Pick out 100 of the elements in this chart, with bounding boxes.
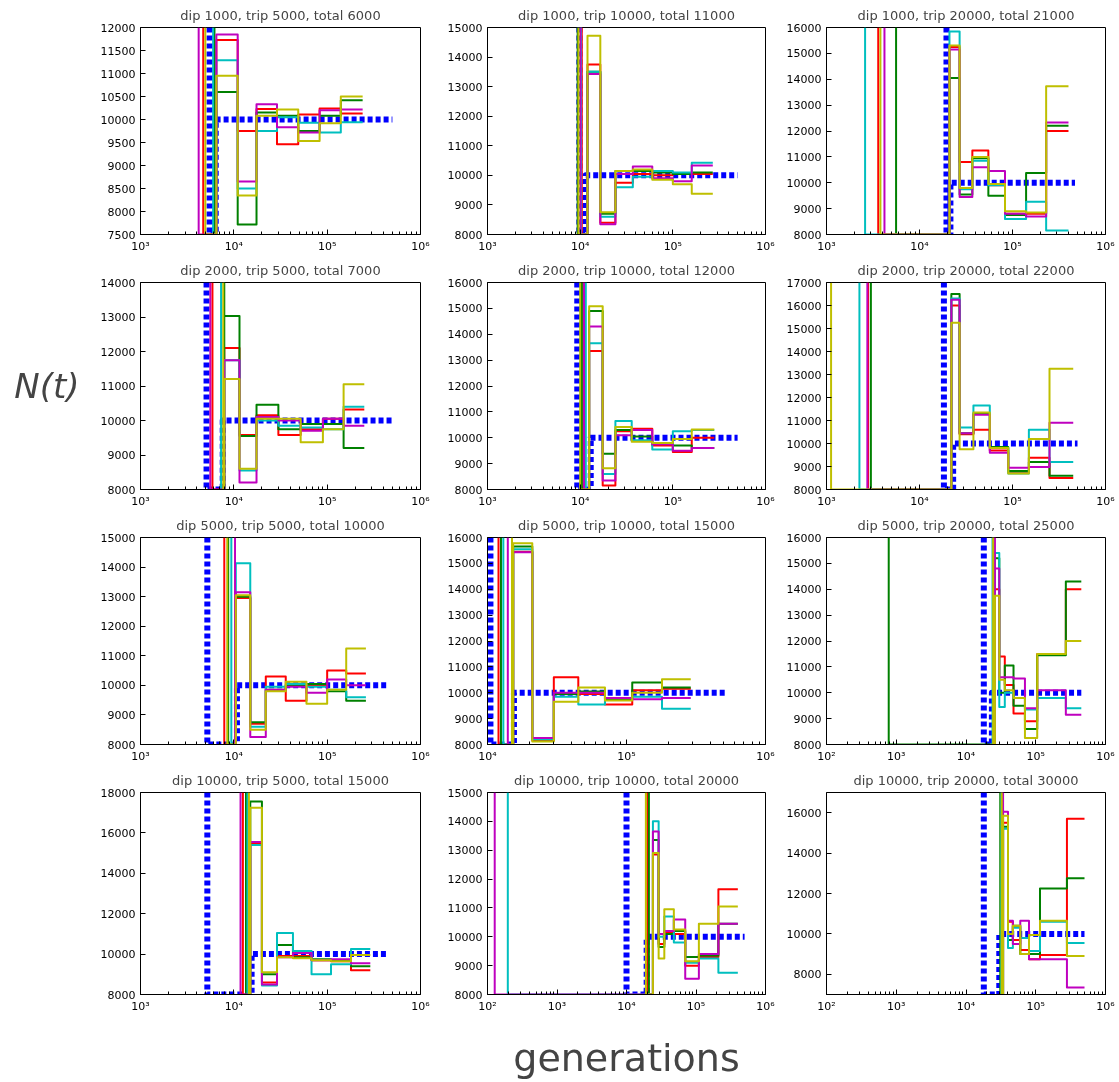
y-tick-label: 14000 <box>100 276 136 290</box>
y-tick-label: 10000 <box>786 176 822 190</box>
x-tick-label: 10⁶ <box>756 494 776 508</box>
y-tick-label: 13000 <box>786 609 822 623</box>
y-tick-label: 14000 <box>447 51 483 65</box>
x-tick-label: 10³ <box>887 749 906 763</box>
y-tick-label: 8500 <box>107 182 136 196</box>
x-tick-label: 10⁴ <box>617 999 637 1013</box>
x-tick-label: 10³ <box>131 494 150 508</box>
x-tick-label: 10⁵ <box>1003 239 1022 253</box>
x-tick-label: 10⁴ <box>910 494 930 508</box>
y-tick-label: 8000 <box>454 738 483 752</box>
chart-title: dip 2000, trip 20000, total 22000 <box>857 262 1075 278</box>
chart-title: dip 5000, trip 5000, total 10000 <box>176 517 385 533</box>
chart-title: dip 2000, trip 10000, total 12000 <box>518 262 735 278</box>
x-tick-label: 10⁴ <box>956 749 976 763</box>
x-tick-label: 10⁴ <box>570 494 590 508</box>
y-tick-label: 13000 <box>447 609 483 623</box>
y-tick-label: 10000 <box>786 686 822 700</box>
x-tick-label: 10³ <box>817 239 836 253</box>
x-tick-label: 10⁵ <box>317 999 337 1013</box>
y-tick-label: 11000 <box>786 150 822 164</box>
y-tick-label: 9500 <box>107 136 136 150</box>
y-tick-label: 16000 <box>786 21 822 35</box>
x-tick-label: 10⁶ <box>411 749 431 763</box>
y-tick-label: 8000 <box>107 483 136 497</box>
y-tick-label: 14000 <box>786 583 822 597</box>
y-tick-label: 12000 <box>100 345 136 359</box>
y-tick-label: 9000 <box>454 959 483 973</box>
y-tick-label: 13000 <box>447 354 483 368</box>
x-tick-label: 10⁴ <box>224 999 244 1013</box>
x-tick-label: 10⁶ <box>1096 749 1116 763</box>
y-tick-label: 10000 <box>100 113 136 127</box>
y-tick-label: 14000 <box>786 73 822 87</box>
y-tick-label: 10000 <box>447 930 483 944</box>
x-tick-label: 10⁴ <box>570 239 590 253</box>
y-tick-label: 14000 <box>447 328 483 342</box>
y-tick-label: 17000 <box>786 276 822 290</box>
y-tick-label: 14000 <box>786 847 822 861</box>
y-tick-label: 8000 <box>793 738 822 752</box>
y-tick-label: 9000 <box>454 712 483 726</box>
x-tick-label: 10⁶ <box>411 239 431 253</box>
y-tick-label: 8000 <box>454 483 483 497</box>
y-tick-label: 8000 <box>793 228 822 242</box>
y-tick-label: 8000 <box>793 483 822 497</box>
y-tick-label: 9000 <box>107 708 136 722</box>
y-tick-label: 12000 <box>786 391 822 405</box>
y-tick-label: 14000 <box>447 583 483 597</box>
x-axis-title: generations <box>513 1035 740 1080</box>
x-tick-label: 10² <box>817 749 836 763</box>
y-tick-label: 9000 <box>107 449 136 462</box>
y-tick-label: 9000 <box>107 159 136 173</box>
y-tick-label: 11000 <box>447 660 483 674</box>
y-tick-label: 8000 <box>454 988 483 1002</box>
y-tick-label: 11500 <box>100 44 136 58</box>
y-tick-label: 12000 <box>100 620 136 634</box>
x-tick-label: 10³ <box>131 999 150 1013</box>
y-tick-label: 11000 <box>447 139 483 153</box>
x-tick-label: 10⁴ <box>224 494 244 508</box>
y-tick-label: 15000 <box>786 47 822 61</box>
y-tick-label: 11000 <box>100 649 136 663</box>
y-tick-label: 10000 <box>786 437 822 451</box>
y-tick-label: 8000 <box>107 738 136 752</box>
y-tick-label: 9000 <box>793 460 822 474</box>
x-tick-label: 10⁴ <box>910 239 930 253</box>
x-tick-label: 10³ <box>478 494 497 508</box>
x-tick-label: 10² <box>478 999 497 1013</box>
y-axis-title: N(t) <box>14 366 80 406</box>
y-tick-label: 12000 <box>447 635 483 648</box>
x-tick-label: 10³ <box>817 494 836 508</box>
y-tick-label: 13000 <box>447 80 483 94</box>
y-tick-label: 11000 <box>100 67 136 81</box>
y-tick-label: 11000 <box>786 414 822 428</box>
chart-title: dip 10000, trip 20000, total 30000 <box>853 772 1079 788</box>
y-tick-label: 16000 <box>447 276 483 290</box>
y-tick-label: 8000 <box>107 205 136 219</box>
x-tick-label: 10³ <box>131 239 150 253</box>
x-tick-label: 10⁵ <box>317 494 337 508</box>
y-tick-label: 13000 <box>100 590 136 604</box>
y-tick-label: 9000 <box>793 202 822 216</box>
y-tick-label: 16000 <box>786 299 822 313</box>
y-tick-label: 12000 <box>786 887 822 901</box>
chart-title: dip 1000, trip 20000, total 21000 <box>857 7 1075 23</box>
y-tick-label: 15000 <box>447 786 483 800</box>
y-tick-label: 10500 <box>100 90 136 104</box>
x-tick-label: 10³ <box>131 749 150 763</box>
y-tick-label: 10000 <box>100 414 136 428</box>
y-tick-label: 16000 <box>786 531 822 545</box>
x-tick-label: 10⁵ <box>686 999 706 1013</box>
y-tick-label: 18000 <box>100 786 136 800</box>
x-tick-label: 10⁵ <box>317 749 337 763</box>
x-tick-label: 10⁶ <box>756 239 776 253</box>
y-tick-label: 12000 <box>100 907 136 921</box>
y-tick-label: 14000 <box>786 345 822 359</box>
y-tick-label: 14000 <box>447 815 483 829</box>
x-tick-label: 10⁶ <box>411 999 431 1013</box>
x-tick-label: 10⁴ <box>224 749 244 763</box>
x-tick-label: 10⁵ <box>1003 494 1022 508</box>
x-tick-label: 10⁵ <box>317 239 337 253</box>
y-tick-label: 10000 <box>447 431 483 445</box>
